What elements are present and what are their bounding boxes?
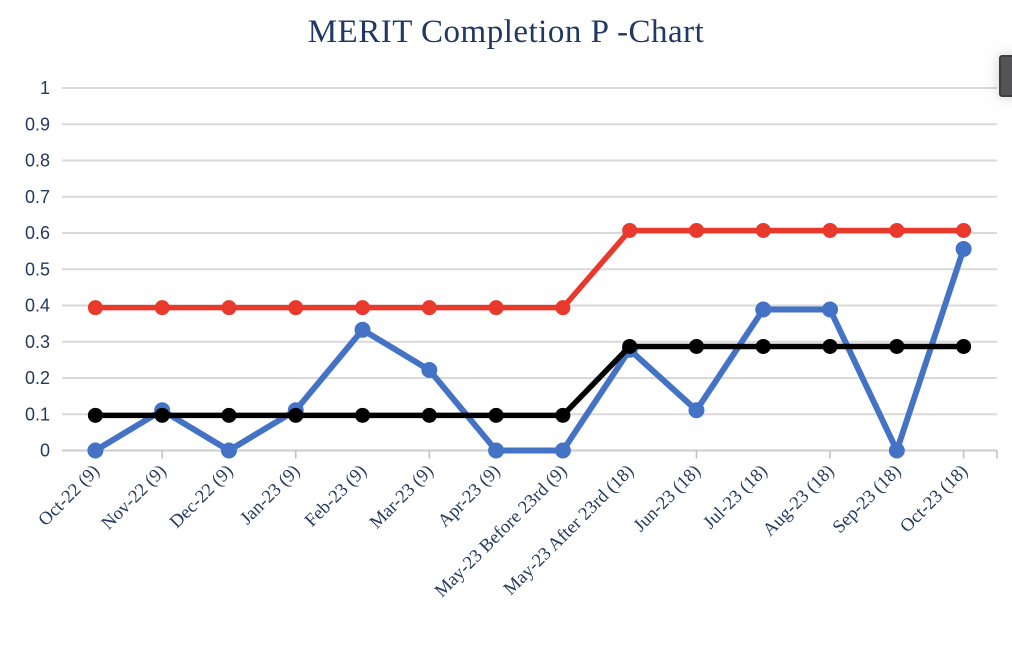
red-upper-control-limit-marker[interactable] — [154, 300, 170, 316]
blue-observed-proportion-line — [92, 245, 967, 454]
red-upper-control-limit-marker[interactable] — [221, 300, 237, 316]
black-center-line-marker[interactable] — [355, 407, 371, 423]
x-axis-label: Oct-22 (9) — [35, 461, 104, 530]
blue-observed-proportion-marker[interactable] — [888, 442, 905, 459]
y-axis-label: 0.1 — [25, 404, 50, 424]
black-center-line-marker[interactable] — [688, 338, 704, 354]
black-center-line-marker[interactable] — [87, 407, 103, 423]
x-axis-label: Nov-22 (9) — [98, 461, 171, 534]
y-axis-label: 0.8 — [25, 151, 50, 171]
black-center-line-marker[interactable] — [755, 338, 771, 354]
red-upper-control-limit-marker[interactable] — [622, 222, 638, 238]
chart-title: MERIT Completion P -Chart — [307, 14, 705, 50]
blue-observed-proportion-marker[interactable] — [955, 240, 972, 257]
black-center-line-marker[interactable] — [622, 338, 638, 354]
y-axis-label: 0.9 — [25, 114, 50, 134]
black-center-line-marker[interactable] — [288, 407, 304, 423]
x-axis-label: May-23 After 23rd (18) — [500, 461, 638, 599]
red-upper-control-limit-marker[interactable] — [421, 300, 437, 316]
y-axis-label: 0.4 — [25, 296, 50, 316]
black-center-line-marker[interactable] — [488, 407, 504, 423]
blue-observed-proportion-marker[interactable] — [488, 442, 505, 459]
y-axis-label: 0.2 — [25, 368, 50, 388]
blue-observed-proportion-marker[interactable] — [87, 442, 104, 459]
x-axis-label: Jul-23 (18) — [700, 461, 772, 533]
red-upper-control-limit-marker[interactable] — [688, 222, 704, 238]
black-center-line-marker[interactable] — [956, 338, 972, 354]
black-center-line-marker[interactable] — [221, 407, 237, 423]
blue-observed-proportion-marker[interactable] — [755, 301, 772, 318]
red-upper-control-limit-marker[interactable] — [956, 222, 972, 238]
red-upper-control-limit-marker[interactable] — [822, 222, 838, 238]
red-upper-control-limit-marker[interactable] — [755, 222, 771, 238]
red-upper-control-limit-marker[interactable] — [555, 300, 571, 316]
scrollbar-thumb[interactable] — [999, 55, 1012, 97]
black-center-line-marker[interactable] — [154, 407, 170, 423]
black-center-line-marker[interactable] — [421, 407, 437, 423]
red-upper-control-limit-marker[interactable] — [488, 300, 504, 316]
y-axis-label: 0.6 — [25, 223, 50, 243]
y-axis-label: 0.5 — [25, 259, 50, 279]
black-center-line-line — [92, 343, 967, 419]
red-upper-control-limit-marker[interactable] — [288, 300, 304, 316]
black-center-line-marker[interactable] — [822, 338, 838, 354]
x-axis-label: Sep-23 (18) — [829, 461, 905, 537]
blue-observed-proportion-marker[interactable] — [554, 442, 571, 459]
y-axis-label: 0 — [40, 441, 50, 461]
blue-observed-proportion-marker[interactable] — [220, 442, 237, 459]
blue-observed-proportion-marker[interactable] — [688, 402, 705, 419]
x-axis-label: Mar-23 (9) — [366, 461, 438, 533]
red-upper-control-limit-marker[interactable] — [355, 300, 371, 316]
red-upper-control-limit-marker[interactable] — [889, 222, 905, 238]
blue-observed-proportion-marker[interactable] — [822, 301, 839, 318]
red-upper-control-limit-marker[interactable] — [87, 300, 103, 316]
x-axis-label: Jun-23 (18) — [630, 461, 705, 536]
x-axis-label: Jan-23 (9) — [237, 461, 305, 529]
y-axis-label: 0.7 — [25, 187, 50, 207]
x-axis-label: May-23 Before 23rd (9) — [431, 461, 571, 601]
x-axis-label: Apr-23 (9) — [434, 461, 504, 531]
blue-observed-proportion-marker[interactable] — [354, 321, 371, 338]
black-center-line-marker[interactable] — [889, 338, 905, 354]
blue-observed-proportion-marker[interactable] — [421, 362, 438, 379]
x-axis-label: Oct-23 (18) — [897, 461, 973, 537]
red-upper-control-limit-line — [92, 227, 967, 311]
x-axis-label: Feb-23 (9) — [301, 461, 371, 531]
x-axis-label: Dec-22 (9) — [166, 461, 237, 532]
black-center-line-marker[interactable] — [555, 407, 571, 423]
y-axis-label: 0.3 — [25, 332, 50, 352]
x-axis-label: Aug-23 (18) — [759, 461, 838, 540]
y-axis-label: 1 — [40, 78, 50, 98]
